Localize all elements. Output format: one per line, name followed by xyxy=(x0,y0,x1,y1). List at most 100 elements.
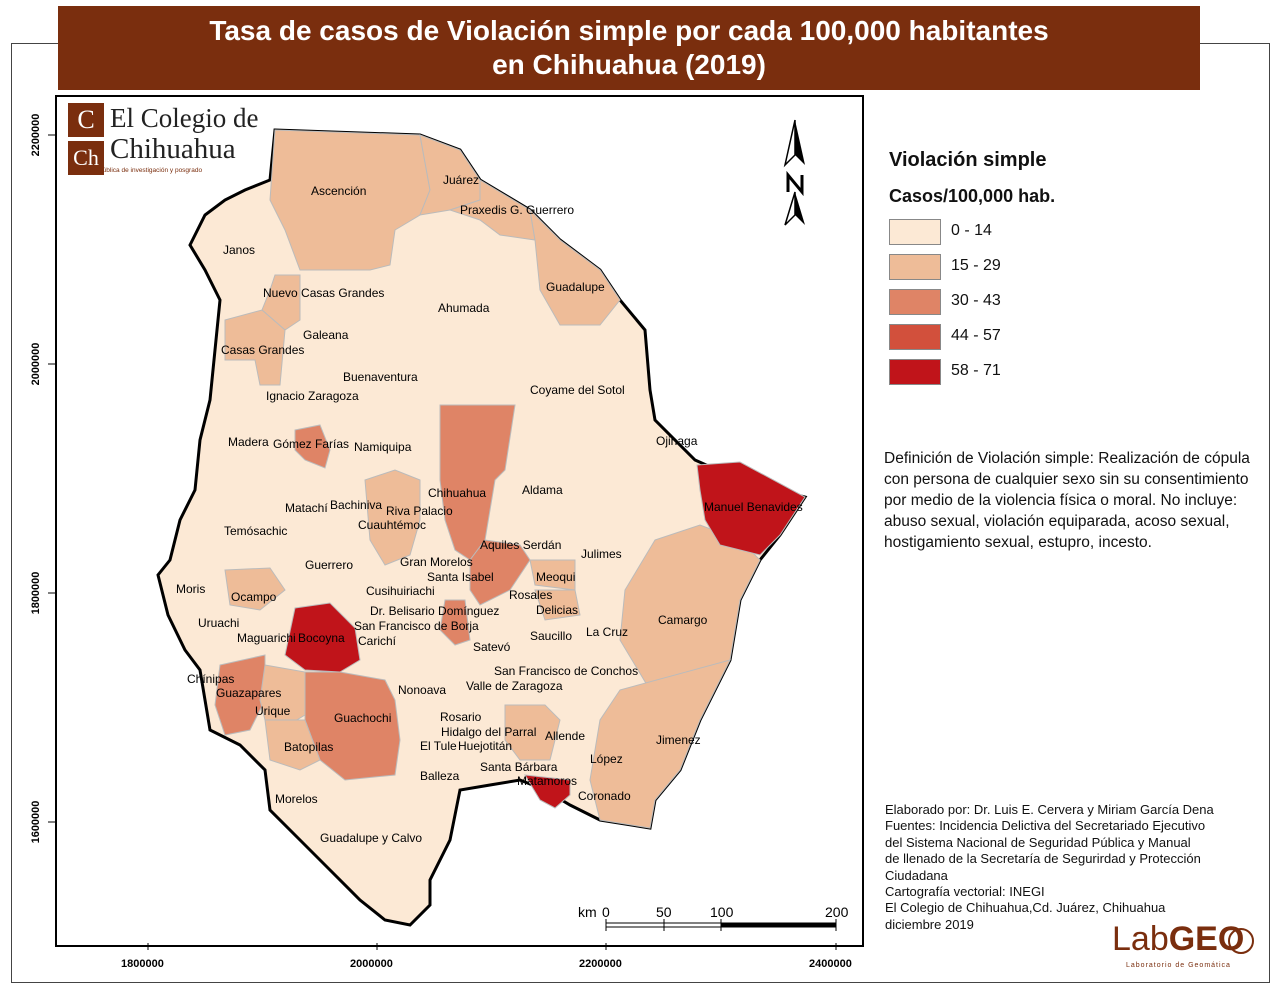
credits-line: de llenado de la Secretaría de Segurirda… xyxy=(885,851,1201,867)
municipality-label: Chihuahua xyxy=(428,486,486,500)
legend-subtitle: Casos/100,000 hab. xyxy=(889,186,1056,206)
y-tick-label-3: 1800000 xyxy=(30,571,42,615)
municipality-label: Praxedis G. Guerrero xyxy=(460,203,574,217)
municipality-label: Ojinaga xyxy=(656,434,698,448)
municipality-label: Nonoava xyxy=(398,683,446,697)
municipality-label: Cusihuiriachi xyxy=(366,584,435,598)
region-aquiles-serdan xyxy=(469,539,531,606)
municipality-label: Juárez xyxy=(443,173,479,187)
municipality-label: El Tule xyxy=(420,739,457,753)
logo-text-line2: Chihuahua xyxy=(110,133,236,165)
municipality-label: Guadalupe xyxy=(546,280,605,294)
municipality-label: Aldama xyxy=(522,483,563,497)
legend-swatch xyxy=(889,324,941,350)
labgeo-seal-icon xyxy=(1228,928,1254,954)
municipality-label: Hidalgo del Parral xyxy=(441,725,536,739)
municipality-label: Julimes xyxy=(581,547,622,561)
legend-label: 58 - 71 xyxy=(951,362,1001,379)
municipality-label: Guachochi xyxy=(334,711,391,725)
municipality-label: Guadalupe y Calvo xyxy=(320,831,422,845)
municipality-label: Maguarichi xyxy=(237,631,296,645)
municipality-label: Coyame del Sotol xyxy=(530,383,625,397)
municipality-label: La Cruz xyxy=(586,625,628,639)
municipality-label: Chínipas xyxy=(187,672,234,686)
municipality-label: Santa Isabel xyxy=(427,570,494,584)
region-casas-grandes xyxy=(224,309,286,386)
region-ocampo xyxy=(224,567,286,611)
region-bocoyna xyxy=(284,602,361,673)
municipality-label: Bocoyna xyxy=(298,631,345,645)
map-title-line2: en Chihuahua (2019) xyxy=(492,49,766,80)
municipality-label: Riva Palacio xyxy=(386,504,453,518)
map-title-line1: Tasa de casos de Violación simple por ca… xyxy=(209,15,1049,46)
municipality-label: Coronado xyxy=(578,789,631,803)
municipality-label: Moris xyxy=(176,582,205,596)
municipality-label: Carichí xyxy=(358,634,397,648)
credits-line: El Colegio de Chihuahua,Cd. Juárez, Chih… xyxy=(885,900,1166,916)
map-title: Tasa de casos de Violación simple por ca… xyxy=(58,6,1200,90)
municipality-label: Matachí xyxy=(285,501,328,515)
legend-label: 15 - 29 xyxy=(951,257,1001,274)
municipality-label: Casas Grandes xyxy=(221,343,304,357)
scale-tick-100: 100 xyxy=(710,904,734,920)
municipality-label: Huejotitán xyxy=(458,739,512,753)
legend-swatch xyxy=(889,289,941,315)
region-guazapares xyxy=(214,654,266,736)
municipality-label: Jimenez xyxy=(656,733,701,747)
labgeo-logo: LabGEO Laboratorio de Geomática xyxy=(1112,920,1262,970)
municipality-label: Balleza xyxy=(420,769,460,783)
legend-item: 58 - 71 xyxy=(889,359,1089,385)
legend-title: Violación simple xyxy=(889,149,1047,171)
municipality-labels: Ascención Juárez Praxedis G. Guerrero Janos… xyxy=(176,173,803,845)
municipality-label: Galeana xyxy=(303,328,349,342)
legend-label: 0 - 14 xyxy=(951,222,992,239)
legend-swatch xyxy=(889,254,941,280)
municipality-label: Meoqui xyxy=(536,570,575,584)
region-delicias xyxy=(534,589,581,621)
scale-tick-200: 200 xyxy=(825,904,849,920)
logo-text-line1: El Colegio de xyxy=(110,103,259,133)
municipality-label: Allende xyxy=(545,729,585,743)
municipality-label: Rosales xyxy=(509,588,552,602)
municipality-label: Batopilas xyxy=(284,740,333,754)
legend-label: 44 - 57 xyxy=(951,327,1001,344)
credits: Elaborado por: Dr. Luis E. Cervera y Mir… xyxy=(885,802,1265,933)
municipality-label: San Francisco de Borja xyxy=(354,619,479,633)
x-tick-label-4: 2400000 xyxy=(809,958,852,970)
scale-unit: km xyxy=(578,904,597,920)
logo-c-box: C xyxy=(68,103,104,137)
colegio-chihuahua-logo: C Ch El Colegio de Chihuahua Institución… xyxy=(68,103,264,175)
municipality-label: Namiquipa xyxy=(354,440,412,454)
x-tick-label-1: 1800000 xyxy=(121,958,164,970)
region-gomez-farias xyxy=(294,424,331,469)
x-tick-label-3: 2200000 xyxy=(579,958,622,970)
municipality-label: Madera xyxy=(228,435,269,449)
municipality-label: Guazapares xyxy=(216,686,281,700)
municipality-label: Bachiniva xyxy=(330,498,382,512)
credits-line: Elaborado por: Dr. Luis E. Cervera y Mir… xyxy=(885,802,1214,817)
credits-line: Cartografía vectorial: INEGI xyxy=(885,884,1045,900)
axis-ticks xyxy=(48,134,837,950)
scale-tick-50: 50 xyxy=(656,904,672,920)
logo-tagline: Institución pública de investigación y p… xyxy=(68,167,203,174)
labgeo-wordmark: LabGEO xyxy=(1112,920,1244,959)
municipality-label: Buenaventura xyxy=(343,370,418,384)
legend-swatch xyxy=(889,359,941,385)
scale-bar xyxy=(605,919,837,931)
municipality-label: Manuel Benavides xyxy=(704,500,803,514)
municipality-label: Nuevo Casas Grandes xyxy=(263,286,384,300)
municipality-label: Camargo xyxy=(658,613,708,627)
municipality-label: Ocampo xyxy=(231,590,277,604)
municipality-label: Rosario xyxy=(440,710,482,724)
region-jimenez xyxy=(589,659,731,829)
legend-item: 44 - 57 xyxy=(889,324,1089,350)
municipality-label: Ahumada xyxy=(438,301,490,315)
legend-label: 30 - 43 xyxy=(951,292,1001,309)
municipality-label: Ignacio Zaragoza xyxy=(266,389,359,403)
definition-text: Definición de Violación simple: Realizac… xyxy=(884,450,1250,551)
region-manuel-benavides xyxy=(696,461,806,556)
region-guadalupe xyxy=(529,208,621,326)
municipality-label: Satevó xyxy=(473,640,511,654)
municipality-label: Janos xyxy=(223,243,255,257)
state-regions xyxy=(156,128,808,927)
